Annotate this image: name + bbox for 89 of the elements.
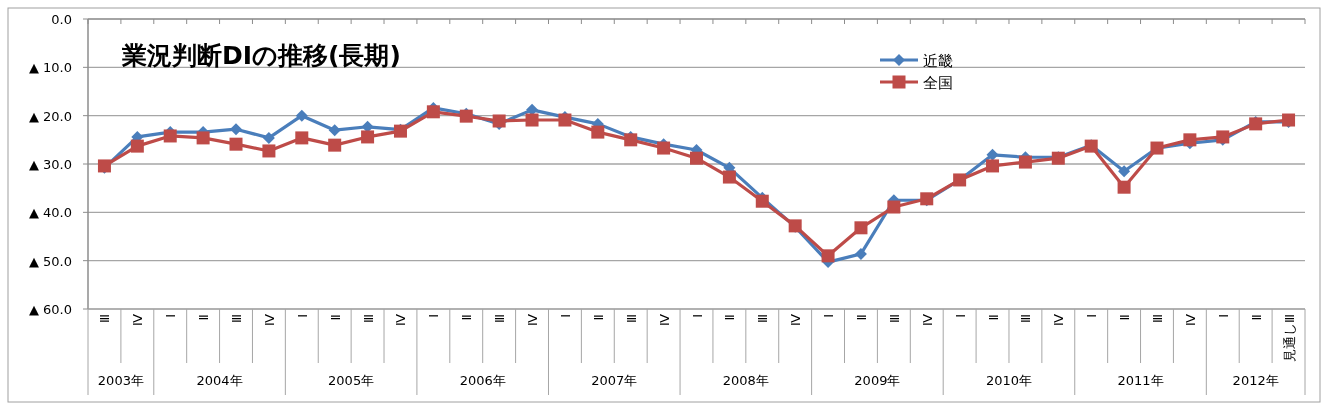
x-tick-label: Ⅰ bbox=[689, 314, 705, 318]
text: 2003年 bbox=[97, 373, 144, 388]
point bbox=[295, 109, 308, 122]
y-tick-label: ▲ 20.0 bbox=[28, 108, 72, 124]
x-tick-label: Ⅳ bbox=[261, 314, 277, 326]
x-tick-label: Ⅱ bbox=[722, 314, 738, 321]
point bbox=[262, 131, 275, 144]
x-tick-label: Ⅳ bbox=[130, 314, 146, 326]
x-tick-label: Ⅱ bbox=[1248, 314, 1264, 321]
point bbox=[854, 247, 867, 260]
text: 2006年 bbox=[459, 373, 506, 388]
x-tick-label: Ⅱ bbox=[196, 314, 212, 321]
text: 2005年 bbox=[328, 373, 375, 388]
y-tick-label: ▲ 60.0 bbox=[28, 302, 72, 317]
x-tick-label: Ⅰ bbox=[557, 314, 573, 318]
point bbox=[755, 194, 769, 208]
x-tick-label: Ⅱ bbox=[459, 314, 475, 321]
x-tick-label: Ⅱ bbox=[853, 314, 869, 321]
point bbox=[854, 221, 868, 235]
y-tick-label: ▲ 50.0 bbox=[28, 253, 72, 269]
text: 2007年 bbox=[591, 373, 638, 388]
point bbox=[262, 144, 276, 158]
text: 2010年 bbox=[985, 373, 1033, 388]
point bbox=[525, 113, 539, 127]
x-tick-label: Ⅳ bbox=[1051, 314, 1067, 326]
x-tick-label: Ⅰ bbox=[294, 314, 310, 318]
point bbox=[591, 125, 605, 139]
x-tick-label: Ⅳ bbox=[393, 314, 409, 326]
x-tick-label: Ⅲ bbox=[886, 314, 902, 323]
y-tick-label: ▲ 40.0 bbox=[28, 205, 72, 221]
point bbox=[426, 105, 440, 119]
point bbox=[624, 133, 638, 147]
point bbox=[328, 124, 341, 137]
x-tick-label: Ⅰ bbox=[163, 314, 179, 318]
point bbox=[1117, 180, 1131, 194]
x-tick-label: Ⅲ bbox=[492, 314, 508, 323]
x-tick-label: Ⅳ bbox=[525, 314, 541, 326]
legend-label: 近畿 bbox=[923, 52, 953, 70]
x-tick-label: Ⅱ bbox=[1117, 314, 1133, 321]
text: 2004年 bbox=[196, 373, 243, 388]
x-tick-label: 見通しⅢ bbox=[1281, 314, 1297, 362]
point bbox=[1183, 133, 1197, 147]
y-tick-label: ▲ 10.0 bbox=[28, 60, 72, 76]
point bbox=[986, 148, 999, 161]
x-tick-label: Ⅰ bbox=[952, 314, 968, 318]
point bbox=[163, 129, 177, 143]
x-tick-label: Ⅰ bbox=[821, 314, 837, 318]
point bbox=[361, 130, 375, 144]
x-tick-label: Ⅲ bbox=[97, 314, 113, 323]
point bbox=[328, 138, 342, 152]
text: 2011年 bbox=[1117, 373, 1164, 388]
text: 業況判断DIの推移(長期) bbox=[121, 41, 401, 70]
legend-近畿: 近畿 bbox=[880, 52, 953, 70]
x-tick-label: Ⅲ bbox=[755, 314, 771, 323]
point bbox=[821, 249, 835, 263]
x-tick-label: Ⅲ bbox=[1018, 314, 1034, 323]
point bbox=[130, 139, 144, 153]
y-tick-label: 0.0 bbox=[51, 12, 72, 27]
x-tick-label: Ⅳ bbox=[656, 314, 672, 326]
point bbox=[986, 159, 1000, 173]
text: 2012年 bbox=[1232, 373, 1279, 388]
point bbox=[1018, 155, 1032, 169]
point bbox=[887, 200, 901, 214]
x-tick-label: Ⅳ bbox=[919, 314, 935, 326]
legend-全国: 全国 bbox=[880, 74, 953, 92]
x-tick-label: Ⅲ bbox=[360, 314, 376, 323]
point bbox=[657, 141, 671, 155]
legend-label: 全国 bbox=[923, 74, 953, 92]
x-tick-label: Ⅳ bbox=[788, 314, 804, 326]
x-tick-label: Ⅲ bbox=[229, 314, 245, 323]
text: 2009年 bbox=[854, 373, 901, 388]
x-tick-label: Ⅱ bbox=[327, 314, 343, 321]
x-tick-label: Ⅰ bbox=[426, 314, 442, 318]
x-tick-label: Ⅰ bbox=[1215, 314, 1231, 318]
x-tick-label: Ⅱ bbox=[985, 314, 1001, 321]
x-tick-label: Ⅲ bbox=[623, 314, 639, 323]
x-tick-label: Ⅱ bbox=[590, 314, 606, 321]
point bbox=[295, 131, 309, 145]
point bbox=[1118, 165, 1131, 178]
point bbox=[229, 137, 243, 151]
y-tick-label: ▲ 30.0 bbox=[28, 157, 72, 172]
point bbox=[690, 151, 703, 165]
point bbox=[722, 170, 736, 184]
x-tick-label: Ⅰ bbox=[1084, 314, 1100, 318]
point bbox=[230, 123, 243, 136]
x-tick-label: Ⅳ bbox=[1182, 314, 1198, 326]
x-tick-label: Ⅲ bbox=[1149, 314, 1165, 323]
text: 2008年 bbox=[722, 373, 769, 388]
point bbox=[196, 131, 210, 145]
